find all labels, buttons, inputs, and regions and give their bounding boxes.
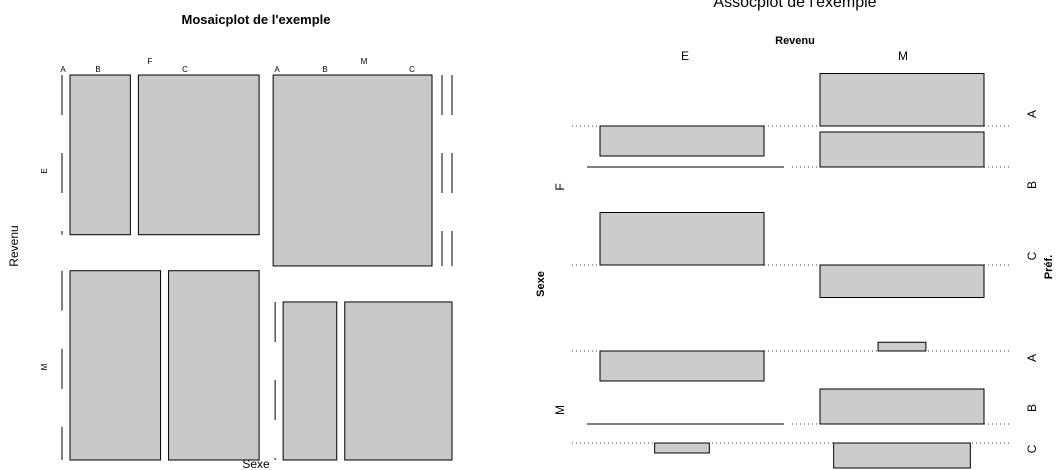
mosaic-revenu-label-e: E bbox=[40, 168, 49, 173]
assoc-bar-F-E-A bbox=[599, 125, 765, 157]
mosaic-pref-label-f-c: C bbox=[182, 65, 188, 74]
mosaic-revenu-label-m: M bbox=[40, 363, 49, 370]
assoc-ylabel: Sexe bbox=[535, 271, 547, 297]
assoc-x-level-e: E bbox=[681, 49, 689, 63]
mosaic-tile-F-M-C bbox=[168, 270, 260, 461]
assoc-y-level-m: M bbox=[553, 405, 567, 415]
mosaic-pref-label-m-b: B bbox=[322, 65, 327, 74]
assoc-z-level-f-b: B bbox=[1025, 181, 1039, 189]
mosaic-pref-label-m-c: C bbox=[409, 65, 415, 74]
mosaic-title: Mosaicplot de l'exemple bbox=[181, 12, 330, 27]
assoc-title: Assocplot de l'exemple bbox=[713, 0, 876, 11]
mosaic-ylabel: Revenu bbox=[7, 225, 21, 266]
assoc-bar-F-M-A bbox=[819, 73, 985, 127]
mosaic-tile-M-M-B bbox=[282, 301, 338, 461]
mosaic-tile-F-E-B bbox=[69, 74, 131, 236]
assoc-zlabel: Préf. bbox=[1043, 255, 1055, 279]
mosaic-tile-F-M-B bbox=[69, 270, 162, 461]
assoc-z-level-f-c: C bbox=[1025, 251, 1039, 260]
mosaic-pref-label-f-a: A bbox=[60, 65, 66, 74]
assoc-z-level-m-b: B bbox=[1025, 404, 1039, 412]
mosaic-tile-F-E-C bbox=[137, 74, 260, 236]
mosaic-pref-label-m-a: A bbox=[274, 65, 280, 74]
assoc-bar-F-M-C bbox=[819, 264, 985, 298]
assoc-bar-M-M-C bbox=[833, 442, 971, 469]
assoc-z-level-m-a: A bbox=[1025, 354, 1039, 362]
mosaic-sexe-label-f: F bbox=[148, 57, 153, 66]
mosaic-tile-M-M-C bbox=[344, 301, 453, 461]
mosaic-pref-label-f-b: B bbox=[95, 65, 100, 74]
assoc-bars bbox=[572, 73, 1012, 469]
assoc-z-level-f-a: A bbox=[1025, 110, 1039, 118]
assoc-bar-F-M-B bbox=[819, 131, 985, 168]
assoc-bar-M-E-A bbox=[599, 350, 765, 382]
assoc-z-level-m-c: C bbox=[1025, 444, 1039, 453]
assoc-xlabel: Revenu bbox=[775, 35, 815, 47]
assoc-x-level-m: M bbox=[898, 49, 908, 63]
assoc-y-level-f: F bbox=[553, 183, 567, 190]
assoc-bar-M-M-A bbox=[877, 341, 927, 352]
mosaic-plot: Mosaicplot de l'exemple Sexe Revenu F M … bbox=[7, 12, 453, 470]
assoc-plot: Assocplot de l'exemple Revenu E M Sexe F… bbox=[535, 0, 1055, 469]
mosaic-sexe-label-m: M bbox=[361, 57, 368, 66]
mosaic-tiles bbox=[61, 74, 453, 461]
assoc-bar-M-M-B bbox=[819, 388, 985, 425]
mosaic-tile-M-E-A bbox=[272, 74, 433, 267]
assoc-bar-M-E-C bbox=[654, 442, 710, 454]
assoc-bar-F-E-C bbox=[599, 212, 765, 266]
